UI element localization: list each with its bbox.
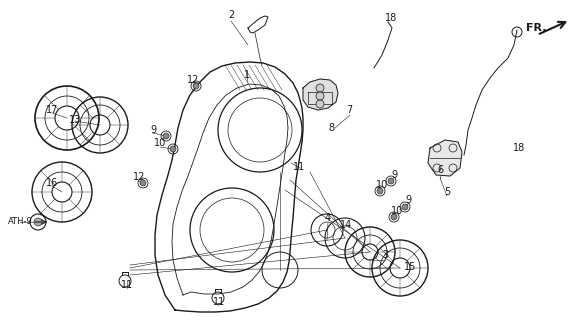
Text: 1: 1 <box>244 70 250 80</box>
Polygon shape <box>428 140 462 176</box>
Text: 10: 10 <box>154 138 166 148</box>
Text: 5: 5 <box>444 187 450 197</box>
Text: 11: 11 <box>293 162 305 172</box>
Text: 17: 17 <box>46 105 58 115</box>
Text: 9: 9 <box>391 170 397 180</box>
Circle shape <box>170 146 176 152</box>
Circle shape <box>140 180 146 186</box>
Text: 3: 3 <box>382 250 388 260</box>
Circle shape <box>391 214 397 220</box>
Circle shape <box>377 188 383 194</box>
Text: 4: 4 <box>325 213 331 223</box>
Text: 7: 7 <box>346 105 352 115</box>
Circle shape <box>388 178 394 184</box>
Text: 6: 6 <box>437 165 443 175</box>
Text: 12: 12 <box>133 172 145 182</box>
Text: 9: 9 <box>405 195 411 205</box>
Text: 2: 2 <box>228 10 234 20</box>
Text: 14: 14 <box>340 220 352 230</box>
Circle shape <box>193 83 199 89</box>
Circle shape <box>316 84 324 92</box>
Text: 11: 11 <box>121 280 133 290</box>
Text: 10: 10 <box>376 180 388 190</box>
Circle shape <box>34 218 42 226</box>
Circle shape <box>163 133 169 139</box>
Circle shape <box>402 204 408 210</box>
Text: 12: 12 <box>187 75 199 85</box>
Text: 9: 9 <box>150 125 156 135</box>
Text: 11: 11 <box>213 297 225 307</box>
Text: 18: 18 <box>385 13 397 23</box>
Text: FR.: FR. <box>526 23 546 33</box>
Text: 18: 18 <box>513 143 525 153</box>
Text: 16: 16 <box>46 178 58 188</box>
Text: 10: 10 <box>391 206 403 216</box>
Text: 15: 15 <box>404 262 416 272</box>
Circle shape <box>316 92 324 100</box>
Text: 8: 8 <box>328 123 334 133</box>
Text: ATH-9: ATH-9 <box>8 218 32 227</box>
Polygon shape <box>303 79 338 110</box>
Text: 13: 13 <box>69 115 81 125</box>
Circle shape <box>316 100 324 108</box>
